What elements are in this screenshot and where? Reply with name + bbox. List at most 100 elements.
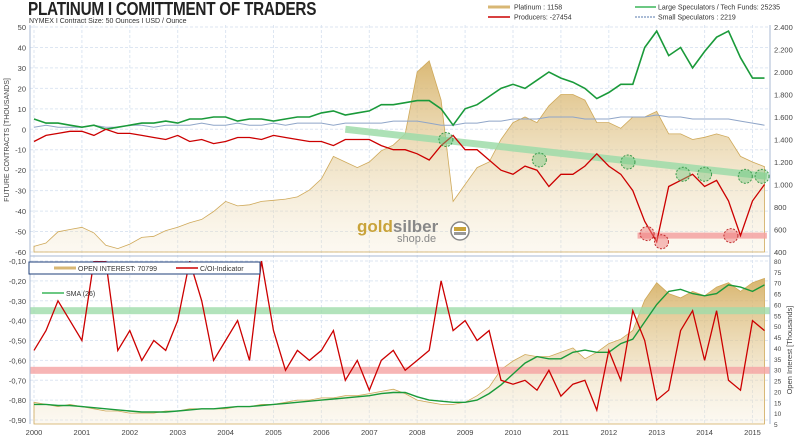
x-tick-label: 2009 <box>457 428 474 437</box>
y2-tick-label: 2.200 <box>774 46 793 55</box>
y2-tick-label: 1.800 <box>774 91 793 100</box>
red-marker <box>653 234 669 250</box>
green-marker <box>620 154 636 170</box>
bottom-y2-axis-label: Open Interest [Thousands] <box>785 306 794 395</box>
y2-tick-label: 400 <box>774 248 787 257</box>
lower-band <box>30 366 770 374</box>
x-tick-label: 2013 <box>648 428 665 437</box>
y2-tick-label: 600 <box>774 226 787 235</box>
y2-tick-label: 1.600 <box>774 113 793 122</box>
small-speculators-line <box>33 114 765 128</box>
top-y-axis-label: FUTURE CONTRACTS [THOUSANDS] <box>4 78 11 202</box>
y2-tick-label: 65 <box>774 292 782 299</box>
x-tick-label: 2010 <box>505 428 522 437</box>
red-marker <box>723 228 739 244</box>
y2-tick-label: 45 <box>774 335 782 342</box>
green-marker <box>737 168 753 184</box>
y2-tick-label: 35 <box>774 357 782 364</box>
y2-tick-label: 15 <box>774 400 782 407</box>
y-tick-label: -40 <box>15 207 26 216</box>
goldsilbershop-logo: goldsilber shop.de <box>357 217 470 245</box>
y2-tick-label: 1.200 <box>774 158 793 167</box>
y-tick-label: -0,20 <box>9 277 26 286</box>
legend-coi: C/OI-Indicator <box>200 266 244 273</box>
logo-silverbar-icon <box>454 232 466 235</box>
y2-tick-label: 5 <box>774 422 778 429</box>
x-tick-label: 2008 <box>409 428 426 437</box>
page-title: PLATINUM I COMITTMENT OF TRADERS <box>28 0 317 19</box>
x-tick-label: 2006 <box>313 428 330 437</box>
y2-tick-label: 60 <box>774 302 782 309</box>
bottom-legend: OPEN INTEREST: 70799 C/OI-Indicator SMA … <box>28 261 261 298</box>
green-marker <box>675 166 691 182</box>
legend-box <box>28 261 261 275</box>
y2-tick-label: 2.000 <box>774 68 793 77</box>
y-tick-label: -0,40 <box>9 317 26 326</box>
y2-tick-label: 55 <box>774 313 782 320</box>
bottom-chart <box>30 261 770 425</box>
y2-tick-label: 1.400 <box>774 136 793 145</box>
y2-tick-label: 50 <box>774 324 782 331</box>
x-tick-label: 2007 <box>361 428 378 437</box>
y2-tick-label: 10 <box>774 411 782 418</box>
legend-producers: Producers: -27454 <box>514 15 572 22</box>
legend-small-speculators: Small Speculators : 2219 <box>658 15 736 22</box>
y2-tick-label: 25 <box>774 379 782 386</box>
y-tick-label: -0,50 <box>9 337 26 346</box>
y-tick-label: -50 <box>15 228 26 237</box>
y-tick-label: -20 <box>15 166 26 175</box>
y2-tick-label: 75 <box>774 270 782 277</box>
y-tick-label: 30 <box>18 64 26 73</box>
y-tick-label: -0,60 <box>9 356 26 365</box>
trend-band <box>344 125 768 180</box>
y-tick-label: -60 <box>15 248 26 257</box>
x-tick-label: 2001 <box>74 428 91 437</box>
legend-open-interest: OPEN INTEREST: 70799 <box>78 266 157 273</box>
logo-gold: goldsilber <box>357 217 439 236</box>
logo-goldbar-icon <box>454 227 466 231</box>
legend-sma: SMA (26) <box>66 291 95 298</box>
producers-line <box>33 128 766 244</box>
y-tick-label: -30 <box>15 187 26 196</box>
y-tick-label: -0,70 <box>9 376 26 385</box>
y2-tick-label: 80 <box>774 259 782 266</box>
red-marker <box>639 226 655 242</box>
y2-tick-label: 20 <box>774 389 782 396</box>
y2-tick-label: 40 <box>774 346 782 353</box>
x-tick-label: 2014 <box>696 428 713 437</box>
y2-tick-label: 70 <box>774 281 782 288</box>
y-tick-label: -0,30 <box>9 297 26 306</box>
y2-tick-label: 2.400 <box>774 23 793 32</box>
legend-large-speculators: Large Speculators / Tech Funds: 25235 <box>658 5 780 12</box>
x-tick-label: 2011 <box>553 428 569 437</box>
y-tick-label: 20 <box>18 84 26 93</box>
large-speculators-line <box>33 29 765 131</box>
axes: 50403020100-10-20-30-40-50-602.4002.2002… <box>9 23 793 437</box>
y2-tick-label: 1.000 <box>774 181 793 190</box>
green-marker <box>531 152 547 168</box>
green-marker <box>697 166 713 182</box>
x-tick-label: 2012 <box>600 428 617 437</box>
x-tick-label: 2002 <box>121 428 138 437</box>
green-marker <box>754 168 770 184</box>
top-chart <box>33 29 770 253</box>
y-tick-label: -10 <box>15 146 26 155</box>
upper-band <box>30 307 770 315</box>
y-tick-label: -0,80 <box>9 396 26 405</box>
green-marker <box>438 132 454 147</box>
y-tick-label: 10 <box>18 105 26 114</box>
open-interest-area <box>33 277 765 425</box>
y-tick-label: -0,10 <box>9 257 26 266</box>
y2-tick-label: 30 <box>774 368 782 375</box>
platinum-area <box>33 60 765 253</box>
top-legend: Platinum : 1158 Producers: -27454 Large … <box>488 5 780 22</box>
x-tick-label: 2000 <box>26 428 43 437</box>
x-tick-label: 2015 <box>744 428 761 437</box>
coi-indicator-line <box>33 261 765 413</box>
x-tick-label: 2005 <box>265 428 282 437</box>
page-subtitle: NYMEX I Contract Size: 50 Ounces I USD /… <box>29 18 187 25</box>
legend-platinum: Platinum : 1158 <box>514 5 562 12</box>
x-tick-label: 2004 <box>217 428 234 437</box>
